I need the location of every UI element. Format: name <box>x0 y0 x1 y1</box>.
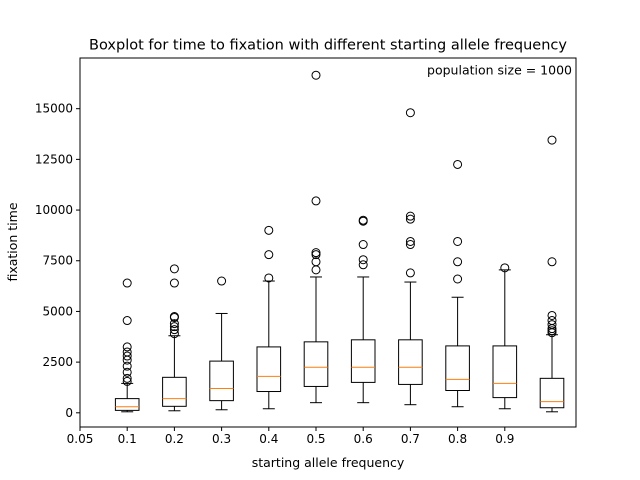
outlier-point <box>311 196 321 206</box>
outlier-point <box>122 373 132 383</box>
x-tick-label: 0.6 <box>354 432 373 446</box>
x-tick-label: 0.2 <box>165 432 184 446</box>
outlier-point <box>358 215 368 225</box>
outlier-point <box>547 316 557 326</box>
outlier-point <box>547 135 557 145</box>
y-axis-ticks: 0 2500 5000 7500 10000 12500 15000 <box>35 102 80 420</box>
outlier-point <box>453 236 463 246</box>
population-annotation: population size = 1000 <box>427 63 572 78</box>
iqr-box <box>209 360 234 402</box>
box-group <box>539 135 565 413</box>
box-group <box>398 108 423 406</box>
outlier-point <box>264 250 274 260</box>
box-group <box>114 278 140 413</box>
x-axis-ticks: 0.05 0.1 0.2 0.3 0.4 0.5 0.6 0.7 0.8 0.9 <box>67 427 514 446</box>
outlier-point <box>358 260 368 270</box>
iqr-box <box>162 376 187 407</box>
y-tick-label: 12500 <box>35 152 73 166</box>
outlier-point <box>405 211 415 221</box>
outlier-point <box>311 70 321 80</box>
outlier-point <box>122 342 132 352</box>
x-tick-label: 0.4 <box>259 432 278 446</box>
outlier-point <box>122 316 132 326</box>
outlier-point <box>358 255 368 265</box>
outlier-point <box>169 278 179 288</box>
outlier-point <box>547 257 557 267</box>
x-tick-label: 0.9 <box>495 432 514 446</box>
outlier-point <box>453 274 463 284</box>
outlier-point <box>169 264 179 274</box>
outlier-point <box>405 214 415 224</box>
iqr-box <box>114 398 140 411</box>
x-tick-label: 0.05 <box>67 432 94 446</box>
outlier-point <box>264 273 274 283</box>
outlier-point <box>405 236 415 246</box>
outlier-point <box>169 312 179 322</box>
outlier-point <box>169 322 179 332</box>
outlier-point <box>453 257 463 267</box>
iqr-box <box>303 341 329 387</box>
iqr-box <box>539 377 565 409</box>
x-tick-label: 0.8 <box>448 432 467 446</box>
box-group <box>162 264 187 412</box>
box-group <box>445 159 470 408</box>
outlier-point <box>122 278 132 288</box>
outlier-point <box>122 367 132 377</box>
outlier-point <box>122 361 132 371</box>
x-tick-label: 0.1 <box>118 432 137 446</box>
outlier-point <box>169 329 179 339</box>
plot-area <box>114 70 565 413</box>
x-axis-label: starting allele frequency <box>252 455 405 470</box>
y-tick-label: 0 <box>65 406 73 420</box>
outlier-point <box>264 225 274 235</box>
outlier-point <box>358 240 368 250</box>
box-group <box>492 263 518 410</box>
box-group <box>303 70 329 404</box>
iqr-box <box>492 345 518 399</box>
iqr-box <box>350 339 376 383</box>
iqr-box <box>398 339 423 385</box>
box-group <box>256 225 282 410</box>
x-tick-label: 0.3 <box>212 432 231 446</box>
y-tick-label: 2500 <box>42 355 73 369</box>
axes-frame <box>79 57 577 428</box>
outlier-point <box>169 325 179 335</box>
outlier-point <box>122 376 132 386</box>
outlier-point <box>453 159 463 169</box>
box-group <box>209 276 234 411</box>
outlier-point <box>122 351 132 361</box>
iqr-box <box>256 346 282 393</box>
y-tick-label: 7500 <box>42 254 73 268</box>
outlier-point <box>547 320 557 330</box>
outlier-point <box>405 108 415 118</box>
chart-title: Boxplot for time to fixation with differ… <box>89 38 567 54</box>
outlier-point <box>311 257 321 267</box>
x-tick-label: 0.5 <box>306 432 325 446</box>
outlier-point <box>311 248 321 258</box>
y-axis-label: fixation time <box>5 202 20 281</box>
y-tick-label: 10000 <box>35 203 73 217</box>
outlier-point <box>547 310 557 320</box>
y-tick-label: 15000 <box>35 102 73 116</box>
outlier-point <box>169 319 179 329</box>
y-tick-label: 5000 <box>42 304 73 318</box>
outlier-point <box>405 268 415 278</box>
outlier-point <box>500 263 510 273</box>
outlier-point <box>217 276 227 286</box>
iqr-box <box>445 345 470 392</box>
outlier-point <box>405 240 415 250</box>
x-tick-label: 0.7 <box>401 432 420 446</box>
box-group <box>350 215 376 404</box>
outlier-point <box>122 347 132 357</box>
